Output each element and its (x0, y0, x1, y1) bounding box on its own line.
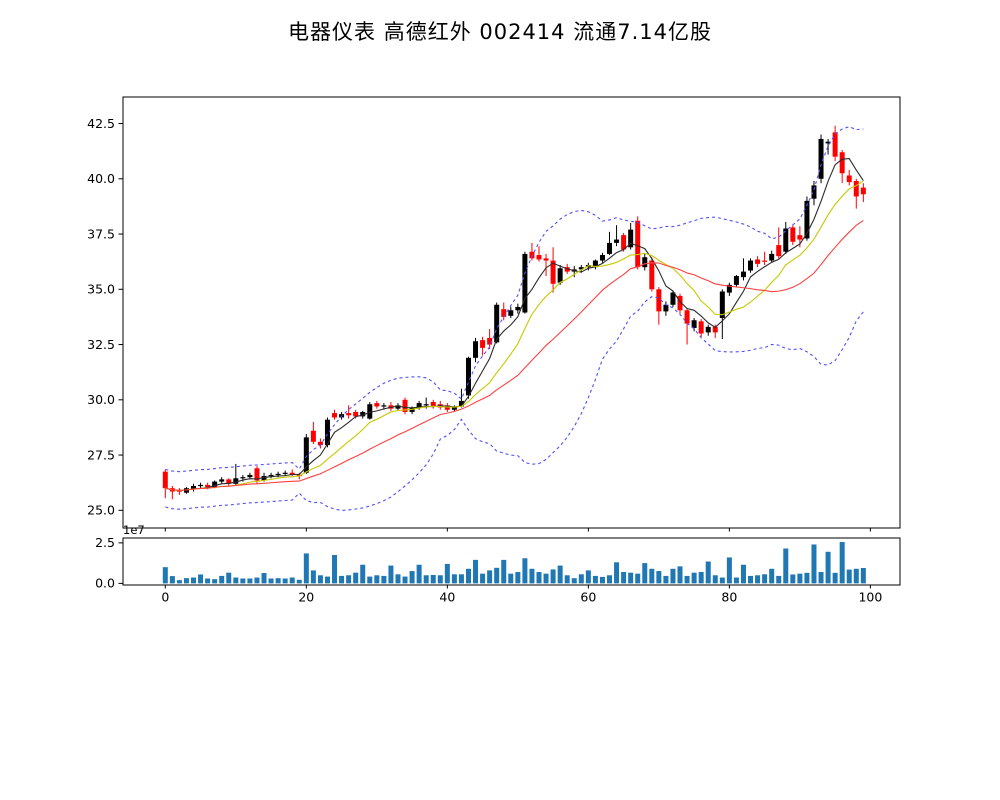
svg-text:42.5: 42.5 (87, 116, 115, 131)
chart-title: 电器仪表 高德红外 002414 流通7.14亿股 (288, 20, 712, 44)
volume-offset-label: 1e7 (123, 523, 145, 537)
volume-panel-frame (122, 537, 901, 586)
svg-text:40: 40 (439, 590, 455, 605)
panel-frames (122, 96, 901, 586)
volume-x-axis: 0 20 40 60 80 100 (161, 585, 882, 605)
price-panel-frame (122, 96, 901, 529)
volume-series (162, 542, 866, 584)
svg-text:80: 80 (721, 590, 737, 605)
svg-text:60: 60 (580, 590, 596, 605)
ma-mid (165, 180, 864, 491)
svg-text:0.0: 0.0 (95, 576, 115, 591)
bollinger-bands (165, 126, 864, 512)
svg-text:27.5: 27.5 (87, 447, 115, 462)
candlestick-series (162, 125, 866, 500)
volume-y-axis: 0.0 2.5 1e7 (95, 523, 145, 591)
svg-text:37.5: 37.5 (87, 226, 115, 241)
svg-text:25.0: 25.0 (87, 503, 115, 518)
svg-text:32.5: 32.5 (87, 337, 115, 352)
svg-text:100: 100 (858, 590, 882, 605)
svg-text:2.5: 2.5 (95, 535, 115, 550)
ma-fast (165, 157, 864, 491)
svg-text:0: 0 (161, 590, 169, 605)
svg-text:30.0: 30.0 (87, 392, 115, 407)
ma-slow (165, 219, 864, 491)
svg-text:40.0: 40.0 (87, 171, 115, 186)
price-y-axis: 25.0 27.5 30.0 32.5 35.0 37.5 40.0 42.5 (87, 116, 123, 518)
price-x-ticks (164, 528, 871, 532)
svg-text:35.0: 35.0 (87, 282, 115, 297)
svg-text:20: 20 (298, 590, 314, 605)
